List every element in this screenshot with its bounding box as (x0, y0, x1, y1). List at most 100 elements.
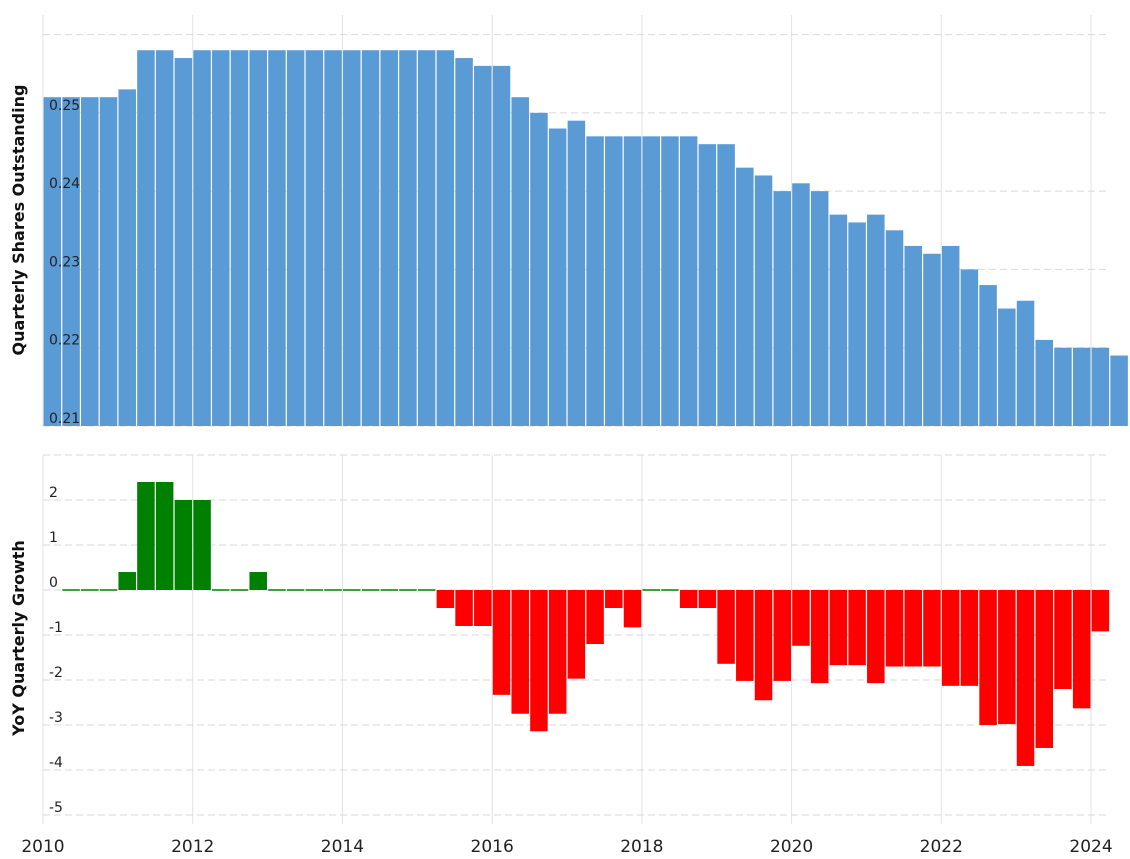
growth-bar (193, 500, 211, 590)
shares-bar (960, 269, 979, 426)
x-tick-label: 2022 (920, 837, 963, 857)
growth-bar (717, 590, 735, 664)
shares-bar (43, 97, 62, 426)
top-y-axis-ticks: 0.21 0.22 0.23 0.24 0.25 (49, 98, 80, 427)
shares-bar (717, 144, 735, 426)
growth-bar (399, 589, 417, 591)
bottom-y-tick-label: 0 (49, 575, 58, 591)
growth-bar (249, 572, 267, 590)
top-y-axis-label: Quarterly Shares Outstanding (9, 85, 28, 356)
shares-bar (661, 136, 679, 427)
growth-bar (848, 590, 866, 666)
growth-bar (530, 590, 548, 732)
growth-bar (492, 590, 511, 695)
growth-bar (829, 590, 848, 666)
bottom-y-axis-label: YoY Quarterly Growth (9, 540, 28, 737)
top-y-tick-label: 0.22 (49, 333, 80, 349)
shares-bar (773, 191, 791, 426)
shares-bar (455, 58, 473, 427)
growth-bar (155, 482, 174, 590)
shares-bar (230, 50, 249, 426)
shares-bar (829, 214, 848, 426)
shares-bar (174, 58, 193, 427)
top-y-tick-label: 0.25 (49, 98, 80, 114)
growth-bar (679, 590, 698, 608)
growth-bar (268, 589, 286, 591)
x-tick-label: 2020 (770, 837, 813, 857)
x-tick-label: 2016 (471, 837, 514, 857)
bottom-panel-grid (42, 454, 1106, 824)
growth-bar (81, 589, 99, 591)
growth-bar (1054, 590, 1072, 689)
growth-bar (62, 589, 80, 591)
growth-bar (286, 589, 305, 591)
x-tick-label: 2010 (21, 837, 64, 857)
shares-bar (62, 97, 80, 426)
shares-bar (941, 245, 960, 426)
shares-bar (679, 136, 698, 427)
growth-bar (885, 590, 904, 667)
shares-bar (361, 50, 380, 426)
growth-bar (923, 590, 941, 667)
growth-bar (212, 589, 230, 591)
growth-bar (137, 482, 155, 590)
growth-bar (474, 590, 492, 626)
bottom-y-tick-label: -5 (49, 800, 63, 816)
shares-bar (380, 50, 398, 426)
growth-bar (99, 589, 118, 591)
growth-bar (605, 590, 623, 608)
growth-bar (810, 590, 829, 684)
growth-bar (305, 589, 324, 591)
shares-bar (548, 128, 567, 426)
x-axis-ticks: 2010 2012 2014 2016 2018 2020 2022 2024 (21, 837, 1112, 857)
shares-bar (586, 136, 604, 427)
bottom-y-tick-label: -4 (49, 755, 63, 771)
shares-bar (530, 112, 548, 426)
shares-bar (399, 50, 417, 426)
shares-bar (1091, 347, 1110, 426)
shares-bar (885, 230, 904, 426)
growth-bar (567, 590, 586, 679)
growth-bar (1072, 590, 1091, 709)
shares-bar (1072, 347, 1091, 426)
shares-bar (193, 50, 211, 426)
growth-bar (455, 590, 473, 626)
x-tick-label: 2014 (321, 837, 364, 857)
shares-bar (212, 50, 230, 426)
shares-bar (1110, 355, 1128, 426)
bottom-y-tick-label: -1 (49, 620, 63, 636)
shares-bar (436, 50, 455, 426)
shares-bar (155, 50, 174, 426)
shares-bar (904, 245, 922, 426)
bottom-y-tick-label: 1 (49, 530, 58, 546)
growth-bar (586, 590, 604, 644)
shares-bar (998, 308, 1016, 426)
shares-bar (567, 120, 586, 426)
growth-bar (979, 590, 997, 725)
bottom-y-tick-label: 2 (49, 485, 58, 501)
growth-bar (1016, 590, 1035, 766)
shares-bar (474, 65, 492, 426)
growth-bar (230, 589, 249, 591)
growth-bar (324, 589, 342, 591)
shares-bar (492, 65, 511, 426)
shares-bar (698, 144, 717, 426)
shares-bar (848, 222, 866, 426)
top-y-tick-label: 0.24 (49, 176, 80, 192)
bottom-y-axis-ticks: 2 1 0 -1 -2 -3 -4 -5 (49, 485, 63, 816)
shares-bar (754, 175, 773, 426)
shares-outstanding-bars (43, 50, 1128, 427)
shares-bar (417, 50, 436, 426)
top-y-tick-label: 0.21 (49, 411, 80, 427)
growth-bar (1035, 590, 1053, 748)
growth-bar (773, 590, 791, 681)
growth-bar (548, 590, 567, 714)
growth-bar (642, 589, 660, 591)
yoy-growth-bars (62, 482, 1110, 766)
shares-bar (305, 50, 324, 426)
growth-bar (736, 590, 754, 681)
shares-bar (118, 89, 136, 426)
shares-bar (923, 253, 941, 426)
shares-bar (605, 136, 623, 427)
shares-bar (99, 97, 118, 426)
